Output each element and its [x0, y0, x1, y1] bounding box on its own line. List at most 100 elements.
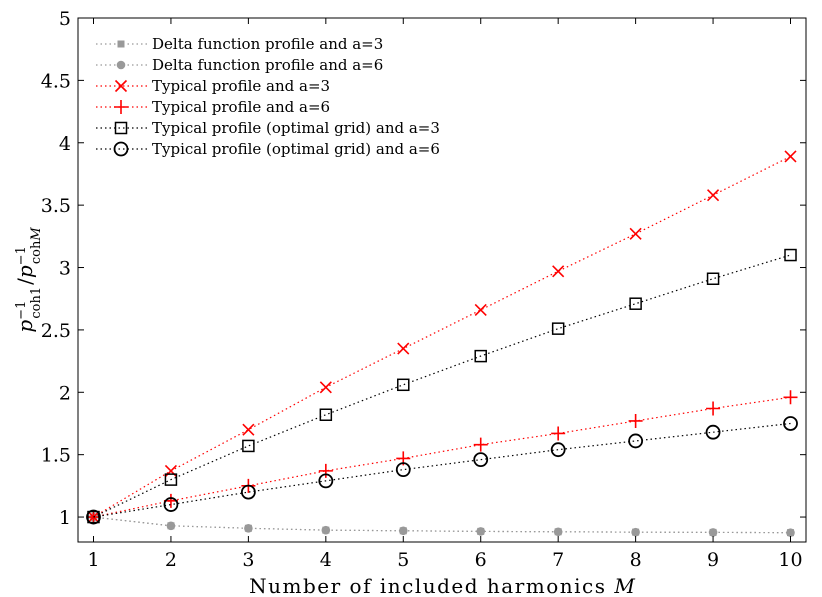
y-tick-label: 3.5 [41, 195, 71, 217]
legend-entry: Typical profile and a=6 [96, 98, 330, 116]
series-line [93, 516, 791, 534]
legend-entry: Delta function profile and a=6 [96, 56, 383, 74]
series-line [93, 155, 791, 518]
legend-label: Typical profile (optimal grid) and a=6 [152, 140, 440, 158]
data-point [240, 484, 256, 500]
y-tick-label: 4.5 [41, 70, 71, 92]
data-point [473, 437, 488, 452]
y-tick-label: 1 [59, 507, 71, 529]
data-point [550, 442, 566, 458]
data-point [474, 303, 487, 317]
data-point [319, 381, 332, 394]
data-point [242, 439, 255, 453]
data-point [628, 413, 643, 428]
legend-entry: Delta function profile and a=3 [96, 35, 383, 53]
data-point [86, 509, 101, 525]
y-title-sub2a: coh [29, 240, 44, 264]
y-tick-label: 1.5 [41, 445, 71, 467]
data-point [474, 349, 487, 363]
legend-marker [114, 79, 128, 93]
series-4 [86, 390, 798, 525]
x-tick-label: 10 [778, 549, 802, 571]
data-point [783, 390, 798, 405]
legend-entry: Typical profile and a=3 [96, 77, 330, 95]
x-tick-label: 3 [242, 549, 254, 571]
data-point [395, 462, 411, 478]
data-point [706, 189, 720, 202]
x-tick-label: 6 [475, 549, 487, 571]
data-point [86, 510, 101, 525]
data-point [783, 416, 798, 431]
tick-layer: 1 2 3 4 5 6 7 8 9 10 1 1.5 2 2.5 3 3.5 4 4.5 5 [41, 8, 806, 571]
x-tick-label: 8 [630, 549, 642, 571]
series-layer [86, 150, 798, 537]
x-tick-label: 1 [87, 549, 99, 571]
x-axis-title: Number of included harmonics M [249, 574, 635, 597]
legend-marker [117, 40, 125, 48]
data-point [163, 497, 179, 512]
x-tick-label: 2 [165, 549, 177, 571]
plot-frame [77, 17, 807, 543]
data-point [706, 401, 721, 416]
data-point [551, 426, 566, 441]
y-tick-label: 2 [59, 382, 71, 404]
data-point [244, 523, 253, 533]
series-6 [86, 416, 798, 525]
data-point [164, 473, 178, 486]
data-point [784, 248, 797, 262]
legend: Delta function profile and a=3 Delta func… [96, 35, 440, 158]
legend-marker [116, 60, 126, 70]
legend-label: Delta function profile and a=6 [152, 56, 383, 74]
series-5 [87, 248, 797, 524]
data-point [629, 227, 642, 240]
data-point [321, 525, 331, 535]
data-point [397, 378, 410, 392]
legend-label: Typical profile (optimal grid) and a=3 [152, 119, 440, 137]
y-title-sup2: −1 [14, 246, 29, 265]
legend-label: Typical profile and a=3 [152, 77, 330, 95]
data-point [553, 527, 563, 537]
y-tick-label: 5 [59, 8, 71, 30]
data-point [398, 526, 408, 536]
y-title-sub1: coh1 [29, 287, 44, 319]
data-point [552, 265, 565, 278]
series-line [93, 254, 791, 518]
x-tick-label: 4 [320, 549, 332, 571]
data-point [784, 150, 797, 163]
y-tick-label: 2.5 [41, 320, 71, 342]
data-point [706, 272, 720, 286]
y-title-slash: / [13, 278, 37, 285]
x-axis-title-text: Number of included harmonics [249, 574, 614, 597]
legend-marker [113, 141, 129, 157]
data-point [87, 510, 100, 524]
data-point [166, 521, 176, 531]
data-point [629, 297, 642, 310]
y-tick-label: 3 [59, 258, 71, 280]
y-tick-label: 4 [59, 133, 71, 155]
x-tick-label: 9 [707, 549, 719, 571]
data-point [551, 322, 565, 335]
data-point [473, 452, 489, 468]
data-point [318, 473, 334, 489]
y-title-sub2b: M [29, 227, 44, 242]
legend-marker [114, 100, 128, 114]
data-point [476, 527, 486, 536]
legend-label: Typical profile and a=6 [152, 98, 330, 116]
data-point [628, 433, 644, 449]
x-tick-label: 7 [552, 549, 564, 571]
y-title-sup1: −1 [14, 301, 29, 320]
x-tick-label: 5 [397, 549, 409, 571]
legend-label: Delta function profile and a=3 [152, 35, 383, 53]
y-title-p1: p [13, 320, 37, 333]
data-point [318, 463, 333, 478]
series-line [93, 516, 791, 534]
legend-marker [114, 121, 128, 135]
x-axis-title-variable: M [613, 574, 635, 597]
data-point [397, 342, 410, 355]
data-point [631, 527, 640, 537]
data-point [242, 423, 255, 436]
series-line [93, 422, 791, 518]
data-point [705, 424, 721, 440]
data-point [319, 408, 333, 421]
